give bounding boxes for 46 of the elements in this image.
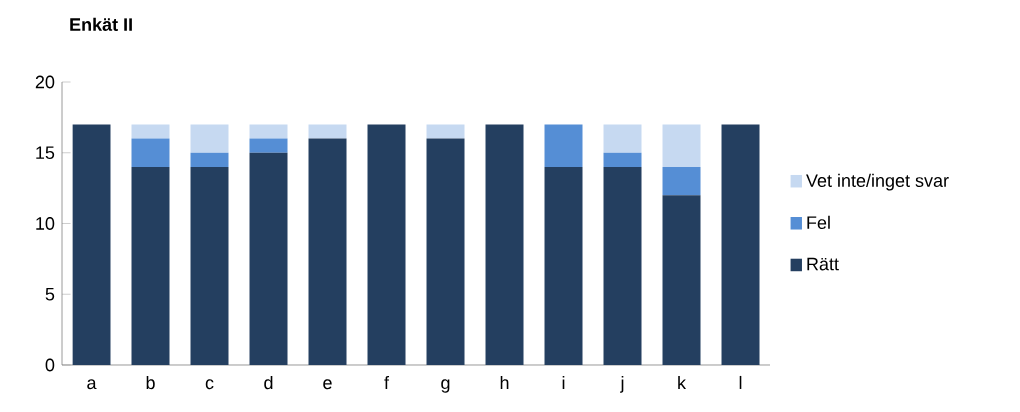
- x-tick-label: h: [500, 375, 509, 389]
- x-tick-label: l: [739, 375, 742, 389]
- bar: [131, 138, 170, 167]
- bar: [603, 124, 642, 153]
- y-tick-label: 5: [45, 287, 55, 301]
- bar: [426, 138, 465, 365]
- bar: [249, 124, 288, 139]
- bar: [131, 166, 170, 365]
- bar: [485, 124, 524, 365]
- y-tick-label: 0: [45, 358, 55, 372]
- bar: [662, 124, 701, 167]
- bar: [190, 166, 229, 365]
- bar: [544, 124, 583, 167]
- bar: [662, 195, 701, 365]
- bar: [308, 138, 347, 365]
- y-tick-label: 15: [36, 146, 55, 160]
- x-tick-label: a: [87, 379, 97, 390]
- bar: [190, 124, 229, 153]
- x-tick-label: g: [441, 379, 450, 393]
- y-tick-label: 10: [36, 217, 55, 230]
- legend-label: Rätt: [807, 257, 839, 271]
- bar: [131, 124, 170, 139]
- x-tick-label: e: [323, 379, 332, 390]
- bar: [308, 124, 347, 139]
- bar: [72, 124, 111, 365]
- bar: [721, 124, 760, 365]
- x-tick-label: k: [678, 375, 687, 389]
- legend-label: Vet inte/inget svar: [806, 173, 949, 191]
- x-tick-label: c: [205, 379, 214, 390]
- legend-label: Fel: [807, 215, 830, 230]
- x-tick-label: i: [562, 375, 565, 389]
- x-tick-label: d: [264, 375, 273, 390]
- bar: [249, 152, 288, 365]
- x-tick-label: b: [146, 375, 155, 390]
- bar: [544, 166, 583, 365]
- bar: [603, 166, 642, 365]
- bar: [662, 166, 701, 196]
- x-tick-label: j: [620, 375, 624, 393]
- bar: [190, 152, 229, 167]
- bar: [426, 124, 465, 139]
- y-tick-label: 20: [35, 75, 55, 89]
- chart-title: Enkät II: [70, 17, 132, 31]
- bar: [249, 138, 288, 153]
- bar: [603, 152, 642, 167]
- x-tick-label: f: [384, 375, 390, 389]
- bar: [367, 124, 406, 365]
